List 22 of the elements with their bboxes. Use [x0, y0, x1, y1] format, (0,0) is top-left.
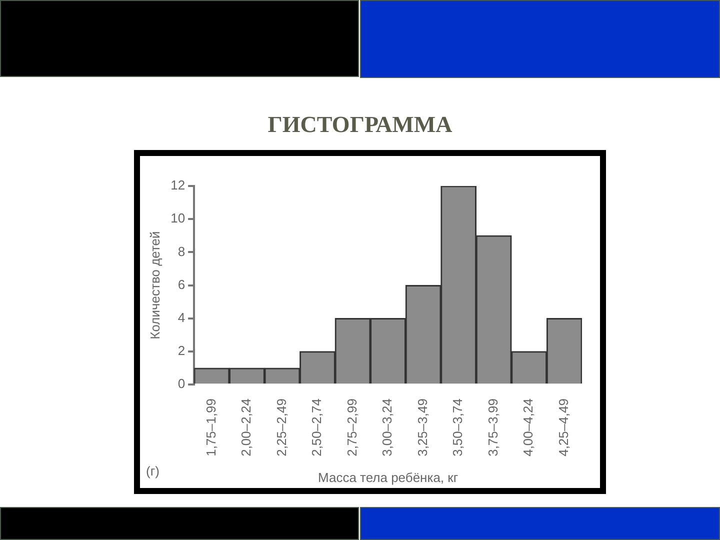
- y-tick-label: 12: [170, 178, 186, 193]
- x-tick-label: 1,75–1,99: [203, 398, 218, 456]
- x-axis-title: Масса тела ребёнка, кг: [318, 470, 458, 485]
- y-tick-label: 8: [178, 244, 186, 259]
- x-tick-label: 2,50–2,74: [309, 398, 324, 456]
- x-tick-label: 3,25–3,49: [414, 398, 430, 456]
- x-tick-label: 2,25–2,49: [274, 398, 289, 456]
- chart-title: ГИСТОГРАММА: [266, 111, 454, 139]
- text: (г): [146, 464, 160, 479]
- x-tick-label: 3,50–3,74: [450, 398, 466, 456]
- x-tick-label: 3,00–3,24: [380, 398, 395, 456]
- y-tick-label: 0: [178, 376, 186, 392]
- y-tick-label: 2: [178, 343, 186, 358]
- x-tick-label: 2,75–2,99: [344, 398, 360, 456]
- y-axis-title: Количество детей: [147, 231, 162, 340]
- y-tick-label: 10: [170, 210, 186, 226]
- y-tick-label: 4: [178, 310, 186, 325]
- x-tick-label: 2,00–2,24: [238, 398, 254, 456]
- x-tick-label: 4,00–4,24: [520, 398, 536, 456]
- x-tick-label: 4,25–4,49: [556, 398, 571, 456]
- y-tick-label: 6: [178, 276, 186, 292]
- x-tick-label: 3,75–3,99: [485, 398, 500, 456]
